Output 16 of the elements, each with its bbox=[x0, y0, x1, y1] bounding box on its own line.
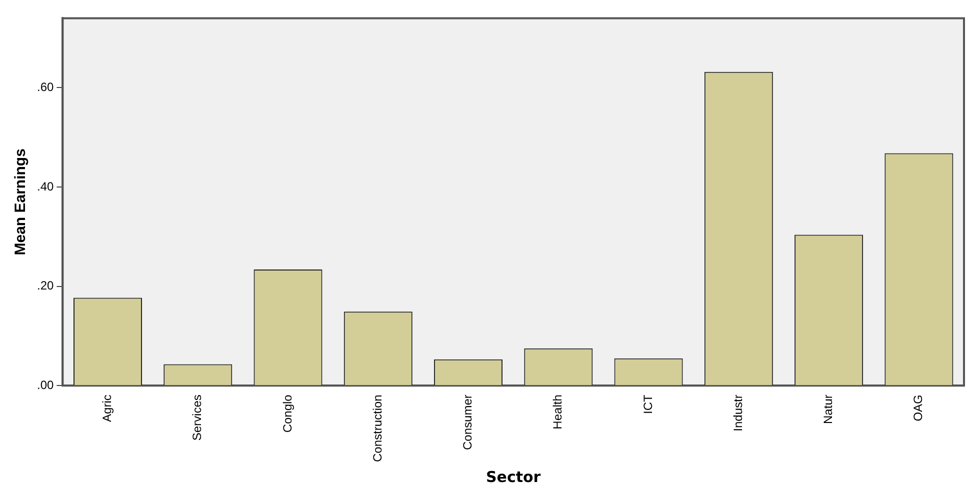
y-axis-title: Mean Earnings bbox=[12, 148, 30, 256]
x-tick-label: Agric bbox=[100, 394, 114, 422]
y-tick-label: .40 bbox=[36, 179, 54, 194]
x-tick-label: ICT bbox=[640, 394, 655, 414]
x-tick-label: Services bbox=[190, 394, 204, 441]
x-tick-label: Industr bbox=[730, 394, 745, 432]
y-tick-label: .00 bbox=[36, 378, 54, 392]
y-tick-label: .60 bbox=[36, 80, 54, 94]
x-tick-label: Consumer bbox=[460, 394, 475, 450]
x-tick-label: Natur bbox=[821, 394, 836, 424]
x-tick-label: Health bbox=[550, 394, 565, 430]
x-tick-label: Construction bbox=[370, 394, 384, 462]
x-tick-label: OAG bbox=[911, 394, 926, 422]
x-axis-title: Sector bbox=[486, 468, 542, 486]
y-tick-label: .20 bbox=[36, 278, 54, 293]
x-tick-label: Conglo bbox=[280, 394, 294, 433]
